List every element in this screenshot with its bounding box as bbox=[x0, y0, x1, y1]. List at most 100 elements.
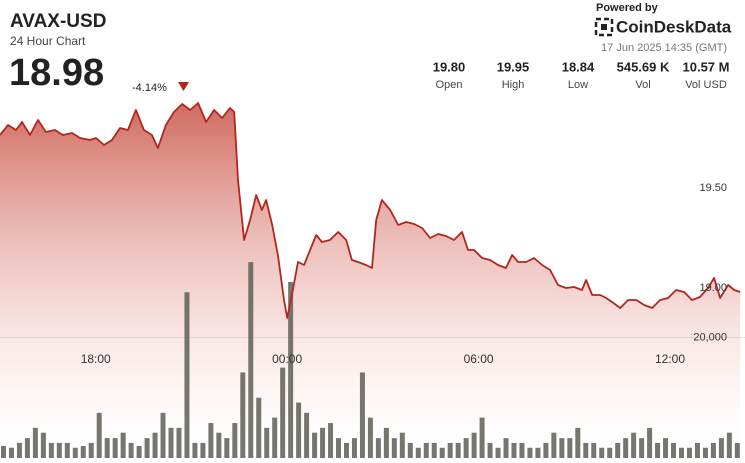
volume-bar bbox=[575, 427, 581, 458]
volume-bar bbox=[734, 442, 740, 458]
volume-bar bbox=[216, 432, 222, 458]
volume-bar bbox=[431, 442, 437, 458]
volume-bar bbox=[296, 402, 302, 458]
price-line bbox=[0, 102, 741, 319]
volume-bar bbox=[399, 432, 405, 458]
volume-bar bbox=[511, 442, 517, 458]
volume-bar bbox=[415, 447, 421, 458]
volume-bar bbox=[503, 438, 509, 458]
volume-bar bbox=[64, 442, 70, 458]
volume-bar bbox=[280, 367, 286, 458]
volume-bar bbox=[160, 412, 166, 458]
volume-bar bbox=[8, 447, 14, 458]
volume-bar bbox=[232, 423, 238, 458]
volume-bar bbox=[136, 445, 142, 458]
volume-bar bbox=[328, 423, 334, 458]
volume-bar bbox=[304, 412, 310, 458]
volume-bar bbox=[248, 262, 254, 458]
volume-bar bbox=[631, 432, 637, 458]
volume-bar bbox=[423, 442, 429, 458]
stat-label: High bbox=[502, 79, 525, 91]
volume-bar bbox=[336, 438, 342, 458]
y-tick-label: 19.50 bbox=[699, 182, 727, 194]
volume-bar bbox=[583, 442, 589, 458]
price-area bbox=[0, 103, 741, 458]
volume-bar bbox=[40, 432, 46, 458]
down-arrow bbox=[178, 82, 189, 91]
volume-bar bbox=[726, 432, 732, 458]
volume-bar bbox=[543, 442, 549, 458]
volume-bar bbox=[655, 442, 661, 458]
volume-bar bbox=[200, 442, 206, 458]
volume-bar bbox=[48, 442, 54, 458]
volume-bar bbox=[88, 442, 94, 458]
volume-bar bbox=[407, 442, 413, 458]
volume-bar bbox=[463, 438, 469, 458]
volume-bar bbox=[678, 447, 684, 458]
price: 18.98 bbox=[9, 52, 104, 94]
volume-bar bbox=[224, 438, 230, 458]
volume-bar bbox=[663, 438, 669, 458]
volume-bar bbox=[694, 442, 700, 458]
volume-bar bbox=[686, 447, 692, 458]
volume-bar bbox=[96, 412, 102, 458]
volume-bar bbox=[312, 432, 318, 458]
y2-tick-label: 20,000 bbox=[693, 331, 727, 343]
powered-by: Powered by bbox=[596, 2, 659, 14]
volume-bar bbox=[120, 432, 126, 458]
stat-label: Vol bbox=[635, 79, 650, 91]
volume-bar bbox=[72, 447, 78, 458]
volume-bar bbox=[447, 442, 453, 458]
volume-bar bbox=[647, 427, 653, 458]
stat-value: 19.80 bbox=[433, 59, 466, 74]
volume-bar bbox=[567, 438, 573, 458]
timestamp: 17 Jun 2025 14:35 (GMT) bbox=[601, 42, 727, 54]
volume-bar bbox=[264, 427, 270, 458]
volume-bar bbox=[80, 445, 86, 458]
symbol: AVAX-USD bbox=[10, 11, 106, 32]
volume-bar bbox=[176, 427, 182, 458]
volume-bar bbox=[288, 282, 294, 458]
volume-bar bbox=[16, 442, 22, 458]
volume-bar bbox=[208, 423, 214, 458]
volume-bar bbox=[455, 442, 461, 458]
stat-label: Low bbox=[568, 79, 588, 91]
subtitle: 24 Hour Chart bbox=[10, 34, 86, 48]
volume-bar bbox=[671, 442, 677, 458]
brand: CoinDeskData bbox=[616, 17, 732, 36]
stat-value: 10.57 M bbox=[683, 59, 730, 74]
header: AVAX-USD 24 Hour Chart 18.98 -4.14% Powe… bbox=[9, 2, 732, 94]
plot: 18:00 00:00 06:00 12:00 19.00 19.50 20,000 bbox=[0, 102, 745, 458]
volume-bar bbox=[599, 447, 605, 458]
volume-bar bbox=[559, 438, 565, 458]
volume-bar bbox=[272, 417, 278, 458]
volume-bar bbox=[702, 447, 708, 458]
stat-value: 18.84 bbox=[562, 59, 595, 74]
volume-bar bbox=[184, 292, 190, 458]
volume-bar bbox=[591, 442, 597, 458]
volume-bar bbox=[383, 427, 389, 458]
volume-bar bbox=[112, 438, 118, 458]
volume-bar bbox=[168, 427, 174, 458]
volume-bar bbox=[607, 447, 613, 458]
stat-label: Open bbox=[436, 79, 463, 91]
volume-bar bbox=[519, 442, 525, 458]
volume-bar bbox=[551, 432, 557, 458]
volume-bar bbox=[104, 438, 110, 458]
volume-bar bbox=[56, 442, 62, 458]
x-tick-label: 00:00 bbox=[272, 352, 302, 366]
volume-bar bbox=[439, 447, 445, 458]
volume-bar bbox=[128, 442, 134, 458]
volume-bar bbox=[192, 442, 198, 458]
volume-bar bbox=[32, 427, 38, 458]
y-tick-label: 19.00 bbox=[699, 282, 727, 294]
stat-value: 545.69 K bbox=[617, 59, 670, 74]
volume-bar bbox=[144, 438, 150, 458]
volume-bar bbox=[343, 442, 349, 458]
volume-bar bbox=[351, 438, 357, 458]
volume-bar bbox=[24, 438, 30, 458]
volume-bar bbox=[527, 447, 533, 458]
volume-bar bbox=[623, 438, 629, 458]
